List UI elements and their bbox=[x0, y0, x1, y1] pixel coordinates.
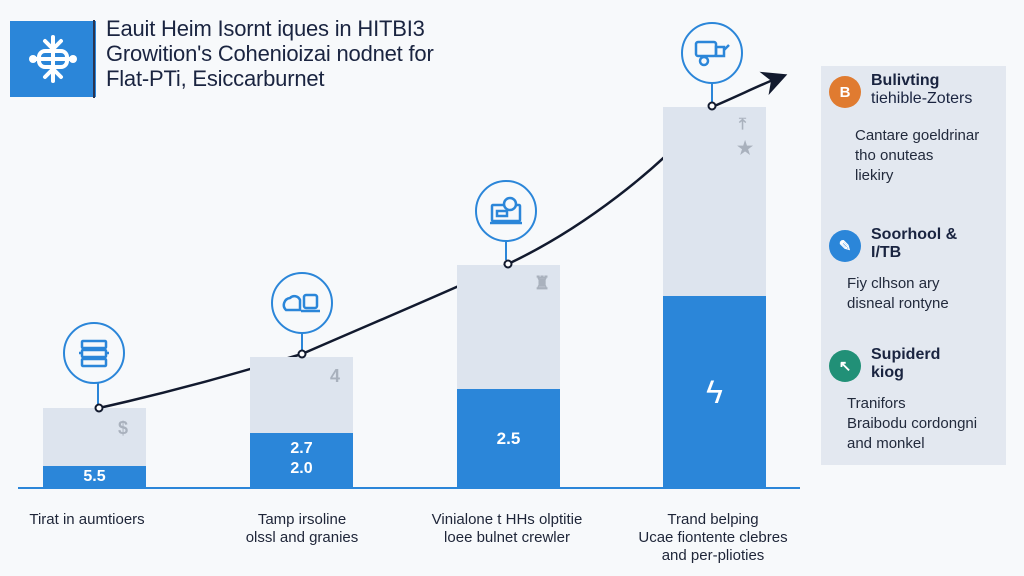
x-label-line: loee bulnet crewler bbox=[444, 529, 570, 546]
bar-2-fill: 2.7 2.0 bbox=[250, 433, 353, 488]
title-line: Flat-PTi, Esiccarburnet bbox=[106, 66, 325, 91]
card-body-line: Tranifors bbox=[847, 395, 906, 412]
bar-4-upload-glyph: ⤒ bbox=[739, 116, 747, 133]
title-line: Eauit Heim Isornt iques in HITBI3 bbox=[106, 16, 425, 41]
logo bbox=[10, 21, 96, 97]
x-label-line: Vinialone t HHs olptitie bbox=[431, 511, 583, 528]
x-label-line: Tamp irsoline bbox=[257, 511, 347, 528]
x-label-line: Ucae fiontente clebres bbox=[638, 529, 788, 546]
card-body-line: Cantare goeldrinar bbox=[855, 127, 980, 144]
bar-4-ghost-glyph: ★ bbox=[737, 138, 754, 158]
card-body-line: liekiry bbox=[855, 167, 894, 184]
bar-1-value: 5.5 bbox=[83, 468, 106, 485]
lightning-icon: ϟ bbox=[706, 374, 723, 410]
title-divider bbox=[93, 20, 95, 98]
x-label-line: Tirat in aumtioers bbox=[29, 511, 145, 528]
bar-3-value: 2.5 bbox=[496, 429, 521, 448]
x-label-2: Tamp irsoline olssl and granies bbox=[197, 511, 407, 547]
legend-card-3: ↖ Supiderd kiog Tranifors Braibodu cordo… bbox=[829, 346, 1004, 454]
x-label-line: Trand belping bbox=[667, 511, 759, 528]
x-label-1: Tirat in aumtioers bbox=[0, 511, 192, 529]
server-stack-icon bbox=[79, 339, 109, 368]
x-label-line: and per-plioties bbox=[661, 547, 765, 564]
bar-1-ghost-glyph: $ bbox=[118, 418, 129, 438]
legend-card-2: ✎ Soorhool & I/TB Fiy clhson ary disneal… bbox=[829, 226, 1004, 314]
card-body-line: Braibodu cordongni bbox=[847, 415, 978, 432]
x-label-3: Vinialone t HHs olptitie loee bulnet cre… bbox=[402, 511, 612, 547]
legend-card-1: B Bulivting tiehible-Zoters Cantare goel… bbox=[829, 72, 1004, 186]
x-label-4: Trand belping Ucae fiontente clebres and… bbox=[608, 511, 818, 565]
bar-3-fill: 2.5 bbox=[457, 389, 560, 488]
card-body-line: and monkel bbox=[847, 435, 925, 452]
snowflake-gear-icon bbox=[29, 35, 77, 83]
bitcoin-icon: B bbox=[829, 76, 861, 108]
bar-3-stem bbox=[505, 240, 507, 260]
card-body-line: tho onuteas bbox=[855, 147, 934, 164]
bar-3-icon-circle bbox=[475, 180, 537, 242]
arrow-up-left-icon: ↖ bbox=[829, 350, 861, 382]
card-title-line: tiehible-Zoters bbox=[871, 90, 973, 107]
bar-4-point bbox=[707, 101, 717, 111]
bar-2-value-b: 2.0 bbox=[290, 460, 313, 477]
bar-1-fill: 5.5 bbox=[43, 466, 146, 488]
card-title-line: Soorhool & bbox=[871, 226, 958, 243]
bar-4-icon-circle bbox=[681, 22, 743, 84]
wrench-icon: ✎ bbox=[829, 230, 861, 262]
x-label-line: olssl and granies bbox=[245, 529, 359, 546]
delivery-truck-icon bbox=[694, 40, 730, 67]
bar-2-stem bbox=[301, 332, 303, 354]
bar-1-point bbox=[94, 403, 104, 413]
bar-2-value-a: 2.7 bbox=[290, 440, 313, 457]
bar-2-ghost-glyph: 4 bbox=[330, 366, 341, 386]
bar-4-stem bbox=[711, 82, 713, 102]
title-line: Growition's Cohenioizai nodnet for bbox=[106, 41, 434, 66]
bar-1-stem bbox=[97, 382, 99, 407]
x-axis-baseline bbox=[18, 487, 800, 489]
card-body-line: disneal rontyne bbox=[847, 295, 949, 312]
bar-1-icon-circle bbox=[63, 322, 125, 384]
bar-2-point bbox=[297, 349, 307, 359]
desktop-computer-icon bbox=[490, 196, 522, 225]
bar-4-fill: ϟ bbox=[663, 296, 766, 488]
legend-panel: B Bulivting tiehible-Zoters Cantare goel… bbox=[821, 66, 1006, 465]
bar-3-point bbox=[503, 259, 513, 269]
page-title: Eauit Heim Isornt iques in HITBI3 Growit… bbox=[106, 16, 526, 91]
bar-2-icon-circle bbox=[271, 272, 333, 334]
cloud-laptop-icon bbox=[282, 293, 320, 313]
card-body-line: Fiy clhson ary bbox=[847, 275, 940, 292]
card-title-line: I/TB bbox=[871, 244, 902, 261]
card-title-line: Bulivting bbox=[871, 72, 940, 89]
card-title-line: kiog bbox=[871, 364, 904, 381]
card-title-line: Supiderd bbox=[871, 346, 941, 363]
bar-3-ghost-glyph: ♜ bbox=[534, 273, 551, 293]
